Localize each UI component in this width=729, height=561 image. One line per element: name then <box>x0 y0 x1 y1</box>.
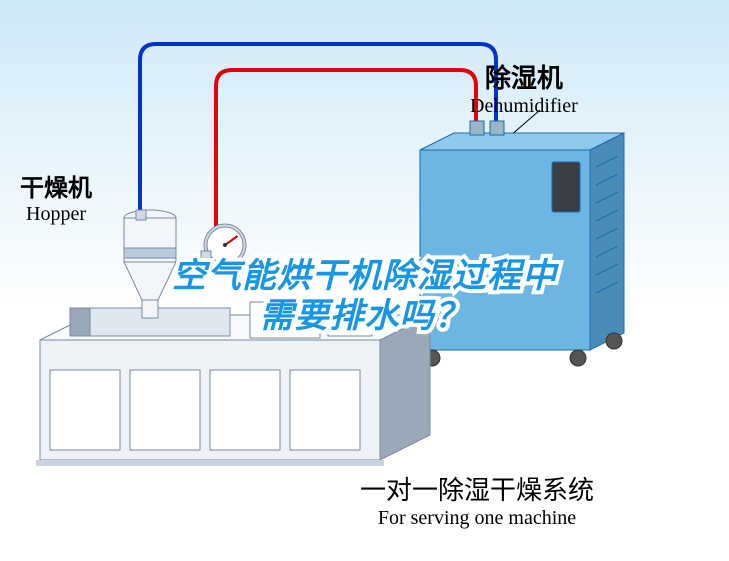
diagram-canvas: 除湿机 Dehumidifier 干燥机 Hopper 一对一除湿干燥系统 Fo… <box>0 0 729 561</box>
pipe-stub <box>490 121 504 135</box>
pipe-stub <box>470 121 484 135</box>
dehumidifier-panel <box>552 162 580 212</box>
label-dehumidifier: 除湿机 Dehumidifier <box>470 58 578 118</box>
label-hopper: 干燥机 Hopper <box>20 168 92 226</box>
label-system-cn: 一对一除湿干燥系统 <box>360 470 594 507</box>
label-system-en: For serving one machine <box>360 507 594 530</box>
label-hopper-cn: 干燥机 <box>20 168 92 203</box>
label-dehumidifier-en: Dehumidifier <box>470 95 578 118</box>
dehumidifier-top <box>420 133 624 150</box>
overlay-title-line2: 需要排水吗？ 需要排水吗？ <box>0 288 729 337</box>
label-system: 一对一除湿干燥系统 For serving one machine <box>360 470 594 530</box>
label-hopper-en: Hopper <box>20 203 92 226</box>
label-dehumidifier-cn: 除湿机 <box>470 58 578 95</box>
